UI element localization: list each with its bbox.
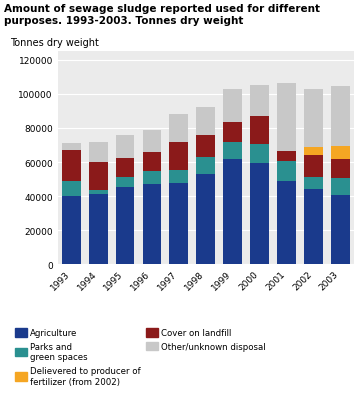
Bar bbox=[143, 171, 161, 185]
Bar bbox=[169, 115, 188, 142]
Bar bbox=[304, 156, 323, 178]
Bar bbox=[143, 185, 161, 265]
Bar bbox=[223, 159, 242, 265]
Bar bbox=[143, 130, 161, 152]
Bar bbox=[277, 152, 296, 162]
Bar bbox=[116, 158, 134, 177]
Bar bbox=[331, 87, 350, 146]
Bar bbox=[89, 195, 108, 265]
Bar bbox=[196, 158, 215, 174]
Bar bbox=[62, 181, 81, 196]
Bar bbox=[223, 123, 242, 143]
Bar bbox=[304, 89, 323, 147]
Bar bbox=[250, 117, 269, 145]
Bar bbox=[331, 160, 350, 179]
Bar bbox=[331, 146, 350, 160]
Bar bbox=[331, 179, 350, 196]
Bar bbox=[89, 142, 108, 163]
Bar bbox=[331, 196, 350, 265]
Bar bbox=[250, 164, 269, 265]
Bar bbox=[116, 187, 134, 265]
Bar bbox=[304, 147, 323, 156]
Bar bbox=[277, 83, 296, 152]
Bar bbox=[89, 191, 108, 195]
Text: Tonnes dry weight: Tonnes dry weight bbox=[10, 38, 99, 48]
Bar bbox=[250, 145, 269, 164]
Bar bbox=[277, 181, 296, 265]
Bar bbox=[304, 190, 323, 265]
Bar bbox=[169, 184, 188, 265]
Bar bbox=[196, 136, 215, 158]
Bar bbox=[116, 177, 134, 187]
Bar bbox=[304, 178, 323, 190]
Legend: Agriculture, Parks and
green spaces, Delievered to producer of
fertilizer (from : Agriculture, Parks and green spaces, Del… bbox=[15, 328, 266, 386]
Bar bbox=[62, 144, 81, 151]
Bar bbox=[196, 107, 215, 136]
Bar bbox=[143, 152, 161, 171]
Bar bbox=[223, 143, 242, 159]
Bar bbox=[250, 86, 269, 117]
Bar bbox=[89, 163, 108, 191]
Bar bbox=[169, 142, 188, 170]
Bar bbox=[62, 151, 81, 181]
Bar bbox=[223, 89, 242, 123]
Bar bbox=[62, 196, 81, 265]
Bar bbox=[169, 170, 188, 184]
Bar bbox=[277, 162, 296, 181]
Bar bbox=[116, 136, 134, 158]
Text: Amount of sewage sludge reported used for different
purposes. 1993-2003. Tonnes : Amount of sewage sludge reported used fo… bbox=[4, 4, 319, 26]
Bar bbox=[196, 174, 215, 265]
